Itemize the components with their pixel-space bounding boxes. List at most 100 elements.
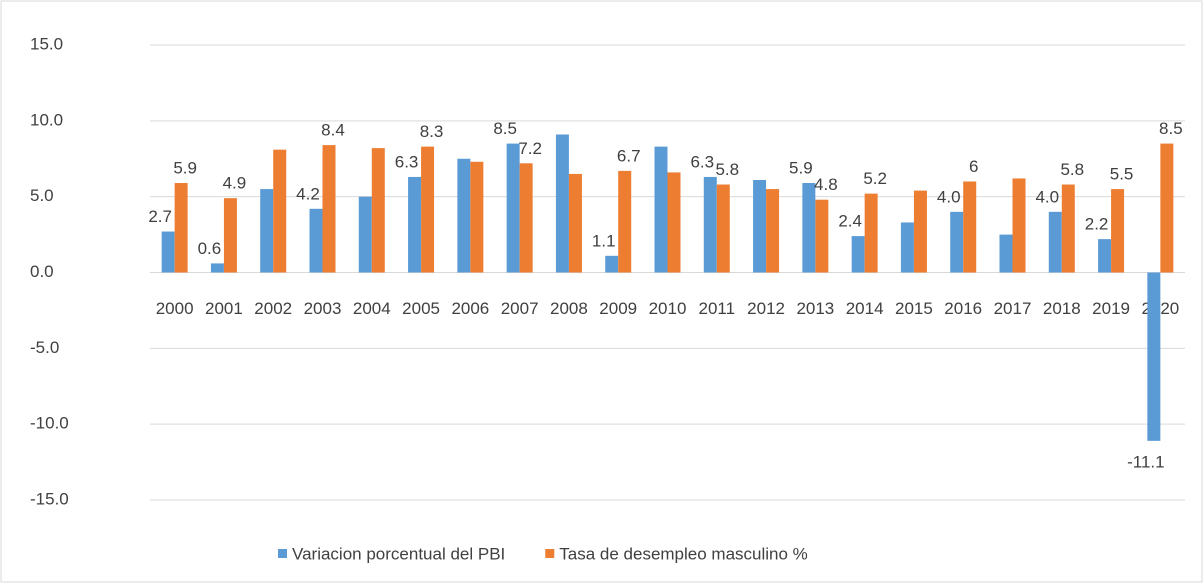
bar [766, 189, 780, 273]
x-tick-label: 2013 [796, 299, 834, 318]
bar [1098, 239, 1112, 273]
bar [161, 231, 175, 273]
x-tick-label: 2017 [994, 299, 1032, 318]
bar [555, 134, 569, 273]
legend-label: Tasa de desempleo masculino % [559, 544, 808, 563]
x-tick-label: 2008 [550, 299, 588, 318]
bar [1012, 178, 1026, 273]
data-label: 2.2 [1085, 215, 1109, 234]
x-tick-label: 2000 [156, 299, 194, 318]
data-label: 4.8 [814, 175, 838, 194]
legend-swatch [278, 549, 287, 558]
bar [1048, 211, 1062, 273]
y-tick-label: -10.0 [30, 414, 69, 433]
data-label: 0.6 [198, 239, 222, 258]
bar [273, 149, 287, 273]
x-tick-label: 2002 [254, 299, 292, 318]
data-label: 2.7 [148, 207, 172, 226]
data-label: 6.3 [690, 152, 714, 171]
bar [618, 170, 632, 273]
data-label: 1.1 [592, 231, 616, 250]
y-tick-label: 10.0 [30, 110, 63, 129]
legend-label: Variacion porcentual del PBI [292, 544, 505, 563]
bar [963, 181, 977, 273]
bar [421, 146, 435, 273]
bar [1061, 184, 1075, 273]
bar [864, 193, 878, 273]
bar [950, 211, 964, 273]
x-tick-label: 2014 [846, 299, 884, 318]
bar [667, 172, 681, 273]
bar [358, 196, 372, 273]
bar [371, 148, 385, 273]
data-label: 4.0 [937, 187, 961, 206]
data-label: 5.5 [1110, 165, 1134, 184]
data-label: 4.9 [223, 174, 247, 193]
y-tick-label: -5.0 [30, 338, 59, 357]
bar [506, 143, 520, 273]
bar [1147, 272, 1161, 441]
bar [568, 173, 582, 273]
data-label: 4.2 [296, 184, 320, 203]
x-tick-label: 2015 [895, 299, 933, 318]
bar [457, 158, 471, 273]
data-label: 5.9 [173, 159, 197, 178]
y-tick-label: -15.0 [30, 489, 69, 508]
bar [703, 176, 717, 273]
data-label: 8.3 [420, 122, 444, 141]
data-label: 7.2 [518, 139, 542, 158]
bar [654, 146, 668, 273]
bar [223, 198, 237, 273]
x-tick-label: 2011 [699, 299, 736, 318]
bar [913, 190, 927, 273]
bar [716, 184, 730, 273]
bar [802, 183, 816, 273]
bar [519, 163, 533, 273]
x-tick-label: 2018 [1043, 299, 1081, 318]
bar [851, 236, 865, 273]
bar [815, 199, 829, 273]
bar [753, 179, 767, 273]
bar [1111, 189, 1125, 273]
data-label: 8.5 [493, 119, 517, 138]
x-tick-label: 2016 [944, 299, 982, 318]
data-label: 8.4 [321, 121, 345, 140]
data-label: -11.1 [1127, 452, 1165, 471]
data-label: 5.2 [863, 169, 887, 188]
data-label: 4.0 [1035, 187, 1059, 206]
data-label: 5.8 [715, 160, 739, 179]
x-tick-label: 2007 [501, 299, 539, 318]
x-tick-label: 2001 [205, 299, 243, 318]
data-label: 6 [969, 157, 978, 176]
bar [900, 222, 914, 273]
x-tick-label: 2004 [353, 299, 391, 318]
data-label: 6.3 [395, 152, 419, 171]
bar [605, 255, 619, 273]
x-tick-label: 2003 [304, 299, 342, 318]
bar [210, 263, 224, 273]
legend-swatch [545, 549, 555, 558]
bar [1160, 143, 1174, 273]
data-label: 2.4 [838, 212, 862, 231]
bar [174, 183, 188, 273]
x-tick-label: 2010 [649, 299, 687, 318]
bar [470, 161, 484, 273]
x-tick-label: 2006 [451, 299, 489, 318]
x-tick-label: 2012 [747, 299, 785, 318]
data-label: 5.9 [789, 159, 813, 178]
x-tick-label: 2005 [402, 299, 440, 318]
bar [322, 145, 336, 273]
bar [999, 234, 1013, 273]
y-tick-label: 15.0 [30, 34, 63, 53]
bar [260, 189, 274, 273]
data-label: 5.8 [1060, 160, 1084, 179]
data-label: 8.5 [1159, 119, 1183, 138]
x-tick-label: 2009 [599, 299, 637, 318]
x-tick-label: 2019 [1092, 299, 1130, 318]
y-tick-label: 0.0 [30, 262, 54, 281]
y-tick-label: 5.0 [30, 186, 54, 205]
bar [408, 176, 422, 273]
